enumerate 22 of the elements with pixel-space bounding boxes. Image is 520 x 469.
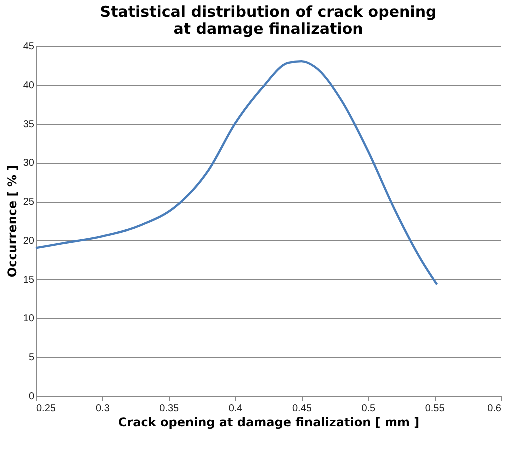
x-tick-label: 0.45 xyxy=(292,404,312,414)
y-axis-title: Occurrence [ % ] xyxy=(5,165,20,278)
line-series xyxy=(34,60,438,286)
x-axis-title: Crack opening at damage finalization [ mm ] xyxy=(118,416,420,430)
y-tick-label: 35 xyxy=(23,119,35,130)
x-tick-label: 0.6 xyxy=(488,404,502,414)
y-tick-label: 5 xyxy=(28,352,35,364)
x-tick-label: 0.35 xyxy=(160,404,180,414)
chart-title: Statistical distribution of crack opening at damage finalization xyxy=(100,3,437,38)
y-tick-label: 0 xyxy=(28,392,35,402)
y-tick-label: 45 xyxy=(23,42,35,52)
y-tick-label: 10 xyxy=(23,314,35,325)
y-tick-label: 25 xyxy=(23,197,35,208)
x-tick-label: 0.5 xyxy=(362,404,376,414)
y-tick-label: 30 xyxy=(23,158,35,170)
y-tick-label: 40 xyxy=(23,80,35,92)
y-tick-label: 20 xyxy=(23,236,35,247)
x-tick-label: 0.55 xyxy=(425,404,446,414)
x-tick-label: 0.25 xyxy=(36,404,56,414)
x-tick-label: 0.4 xyxy=(228,404,244,414)
y-tick-label: 15 xyxy=(23,274,35,286)
x-tick-label: 0.3 xyxy=(96,404,110,414)
